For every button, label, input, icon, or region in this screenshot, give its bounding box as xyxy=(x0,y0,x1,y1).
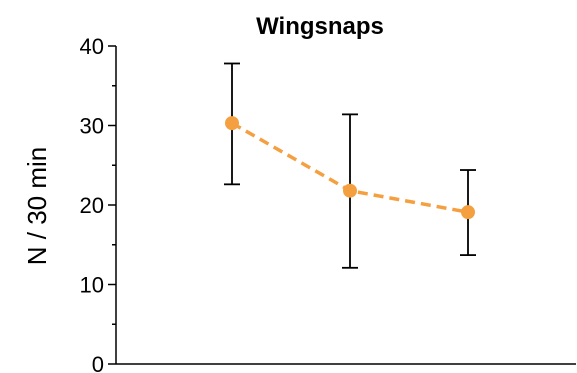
y-ticks: 0 10 20 30 40 xyxy=(80,34,116,373)
y-tick-label: 30 xyxy=(80,114,104,139)
data-point xyxy=(461,205,475,220)
data-point xyxy=(225,116,239,131)
y-tick-label: 10 xyxy=(80,273,104,298)
chart-title: Wingsnaps xyxy=(256,13,384,40)
y-axis-label: N / 30 min xyxy=(22,147,52,266)
data-point xyxy=(343,183,357,198)
y-tick-label: 40 xyxy=(80,34,104,59)
y-tick-label: 20 xyxy=(80,193,104,218)
plot-area xyxy=(224,62,476,269)
y-tick-label: 0 xyxy=(92,352,104,373)
